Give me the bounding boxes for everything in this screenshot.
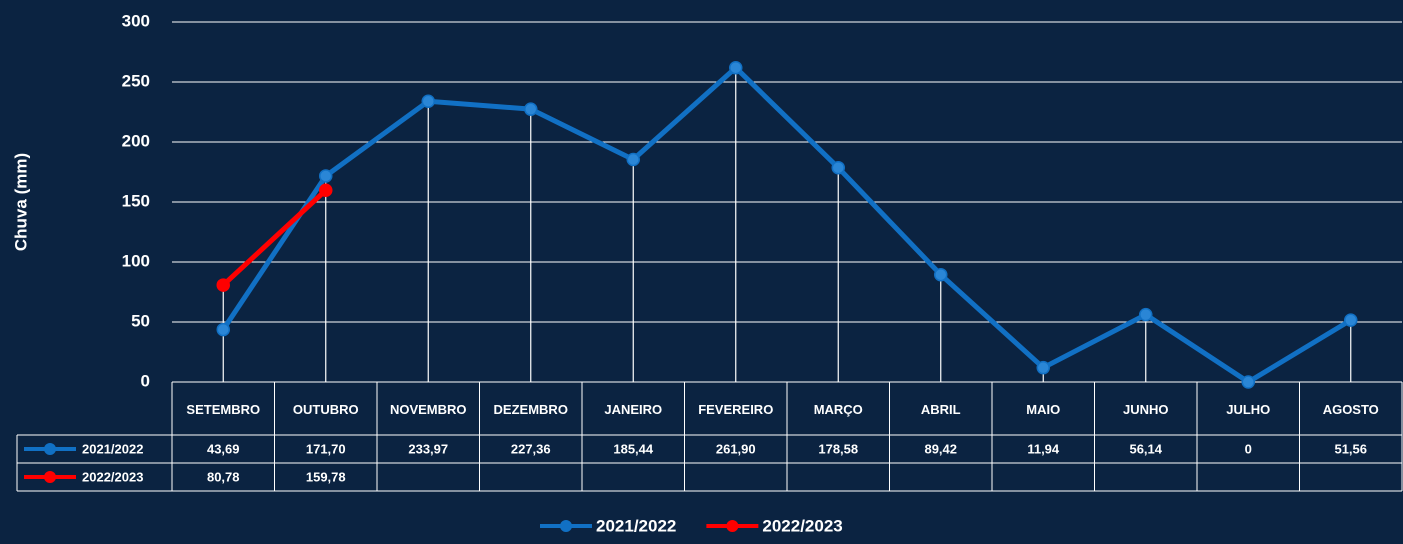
data-label: 159,78 [306, 469, 346, 484]
table-key-marker [44, 471, 56, 483]
point [1139, 307, 1153, 322]
y-axis-label: Chuva (mm) [11, 153, 30, 251]
data-label: 178,58 [818, 441, 858, 456]
point [319, 183, 333, 198]
legend-key-marker [560, 520, 572, 532]
legend-label: 2022/2023 [762, 516, 842, 535]
y-tick-label: 100 [122, 251, 150, 270]
x-tick-label: JUNHO [1123, 402, 1169, 417]
data-label: 233,97 [408, 441, 448, 456]
series-line [221, 188, 328, 287]
y-tick-label: 300 [122, 11, 150, 30]
data-label: 261,90 [716, 441, 756, 456]
data-label: 43,69 [207, 441, 240, 456]
point [831, 160, 845, 175]
point [524, 102, 538, 116]
legend-label: 2021/2022 [596, 516, 676, 535]
table-key-marker [44, 443, 56, 455]
x-tick-label: ABRIL [921, 402, 961, 417]
y-tick-label: 250 [122, 71, 150, 90]
table-series-name: 2021/2022 [82, 441, 143, 456]
point [216, 322, 230, 337]
x-tick-label: JANEIRO [604, 402, 662, 417]
x-tick-label: OUTUBRO [293, 402, 359, 417]
table-series-name: 2022/2023 [82, 469, 143, 484]
x-tick-label: AGOSTO [1323, 402, 1379, 417]
data-label: 56,14 [1129, 441, 1162, 456]
data-label: 171,70 [306, 441, 346, 456]
data-label: 227,36 [511, 441, 551, 456]
point [421, 94, 435, 108]
point [319, 169, 333, 183]
point [934, 267, 948, 282]
point [1241, 375, 1255, 389]
point [216, 278, 230, 292]
point [1344, 313, 1358, 327]
x-tick-label: SETEMBRO [186, 402, 260, 417]
x-tick-label: NOVEMBRO [390, 402, 467, 417]
data-label: 51,56 [1334, 441, 1367, 456]
series-line [221, 65, 1353, 385]
point [626, 152, 640, 167]
data-label: 89,42 [924, 441, 957, 456]
x-tick-label: MARÇO [814, 402, 863, 417]
y-tick-label: 50 [131, 311, 150, 330]
data-label: 0 [1245, 441, 1252, 456]
y-tick-label: 0 [141, 371, 150, 390]
data-label: 80,78 [207, 469, 240, 484]
legend-key-marker [726, 520, 739, 532]
point [729, 60, 743, 75]
x-tick-label: FEVEREIRO [698, 402, 773, 417]
data-label: 11,94 [1027, 441, 1060, 456]
x-tick-label: JULHO [1226, 402, 1270, 417]
x-tick-label: DEZEMBRO [494, 402, 568, 417]
y-tick-label: 150 [122, 191, 150, 210]
point [1036, 360, 1050, 375]
x-tick-label: MAIO [1026, 402, 1060, 417]
data-label: 185,44 [613, 441, 654, 456]
y-tick-label: 200 [122, 131, 150, 150]
